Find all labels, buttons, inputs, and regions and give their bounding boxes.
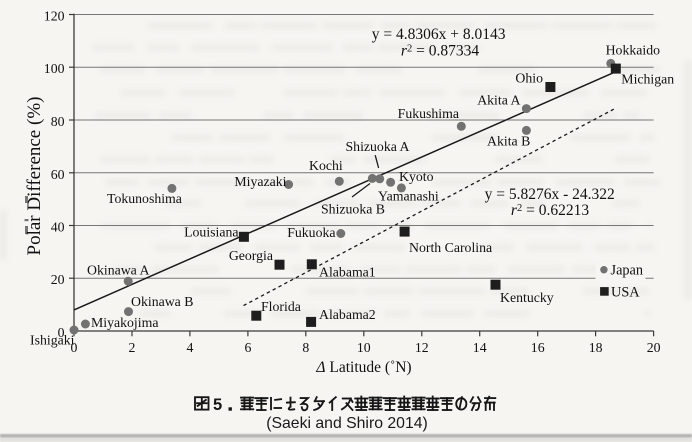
svg-text:Louisiana: Louisiana bbox=[184, 225, 238, 240]
svg-text:Okinawa B: Okinawa B bbox=[131, 294, 193, 309]
svg-text:Polar Difference (%): Polar Difference (%) bbox=[24, 97, 45, 256]
svg-text:120: 120 bbox=[44, 9, 65, 24]
svg-text:100: 100 bbox=[44, 61, 65, 76]
svg-text:20: 20 bbox=[647, 340, 661, 355]
svg-text:8: 8 bbox=[302, 340, 309, 355]
svg-text:12: 12 bbox=[415, 340, 429, 355]
svg-text:16: 16 bbox=[531, 340, 545, 355]
svg-text:10: 10 bbox=[357, 340, 371, 355]
svg-text:Tokunoshima: Tokunoshima bbox=[107, 191, 182, 206]
svg-text:Kyoto: Kyoto bbox=[399, 169, 434, 184]
svg-text:Florida: Florida bbox=[261, 299, 301, 314]
svg-text:Japan: Japan bbox=[611, 263, 644, 279]
svg-text:Okinawa A: Okinawa A bbox=[87, 263, 149, 278]
svg-text:Georgia: Georgia bbox=[229, 248, 273, 263]
svg-text:Δ Latitude (˚N): Δ Latitude (˚N) bbox=[315, 359, 411, 376]
svg-text:Fukuoka: Fukuoka bbox=[287, 225, 335, 240]
svg-text:Shizuoka A: Shizuoka A bbox=[346, 139, 410, 154]
svg-text:Yamanashi: Yamanashi bbox=[378, 189, 439, 204]
svg-text:North Carolina: North Carolina bbox=[409, 240, 492, 255]
svg-text:60: 60 bbox=[51, 167, 65, 182]
svg-text:Ishigaki: Ishigaki bbox=[30, 333, 75, 348]
svg-text:20: 20 bbox=[51, 272, 65, 287]
svg-text:5: 5 bbox=[213, 396, 222, 414]
svg-text:Ohio: Ohio bbox=[515, 71, 543, 86]
svg-text:Hokkaido: Hokkaido bbox=[606, 42, 661, 57]
svg-text:6: 6 bbox=[244, 340, 251, 355]
svg-text:14: 14 bbox=[473, 340, 487, 355]
svg-text:0: 0 bbox=[71, 340, 78, 355]
svg-text:2: 2 bbox=[129, 340, 136, 355]
svg-text:Shizuoka B: Shizuoka B bbox=[321, 202, 385, 217]
svg-text:18: 18 bbox=[589, 340, 603, 355]
svg-text:Alabama1: Alabama1 bbox=[319, 265, 376, 280]
svg-text:Miyakojima: Miyakojima bbox=[91, 315, 158, 330]
svg-text:r2 = 0.87334: r2 = 0.87334 bbox=[401, 43, 479, 60]
svg-text:r2 = 0.62213: r2 = 0.62213 bbox=[511, 202, 589, 219]
svg-text:80: 80 bbox=[51, 114, 65, 129]
svg-text:y = 4.8306x + 8.0143: y = 4.8306x + 8.0143 bbox=[372, 26, 506, 43]
svg-text:Alabama2: Alabama2 bbox=[319, 307, 376, 322]
svg-text:0: 0 bbox=[58, 325, 65, 340]
svg-text:Akita A: Akita A bbox=[477, 92, 520, 107]
svg-text:Fukushima: Fukushima bbox=[398, 106, 459, 121]
svg-text:USA: USA bbox=[611, 285, 640, 301]
svg-text:Kochi: Kochi bbox=[309, 158, 343, 173]
svg-text:4: 4 bbox=[186, 340, 193, 355]
svg-text:Akita B: Akita B bbox=[487, 134, 530, 149]
svg-text:Kentucky: Kentucky bbox=[500, 290, 554, 305]
svg-text:Michigan: Michigan bbox=[621, 71, 674, 86]
svg-text:Miyazaki: Miyazaki bbox=[234, 174, 286, 189]
svg-text:(Saeki and Shiro 2014): (Saeki and Shiro 2014) bbox=[266, 415, 428, 432]
svg-text:40: 40 bbox=[51, 220, 65, 235]
svg-text:y = 5.8276x - 24.322: y = 5.8276x - 24.322 bbox=[485, 186, 615, 203]
